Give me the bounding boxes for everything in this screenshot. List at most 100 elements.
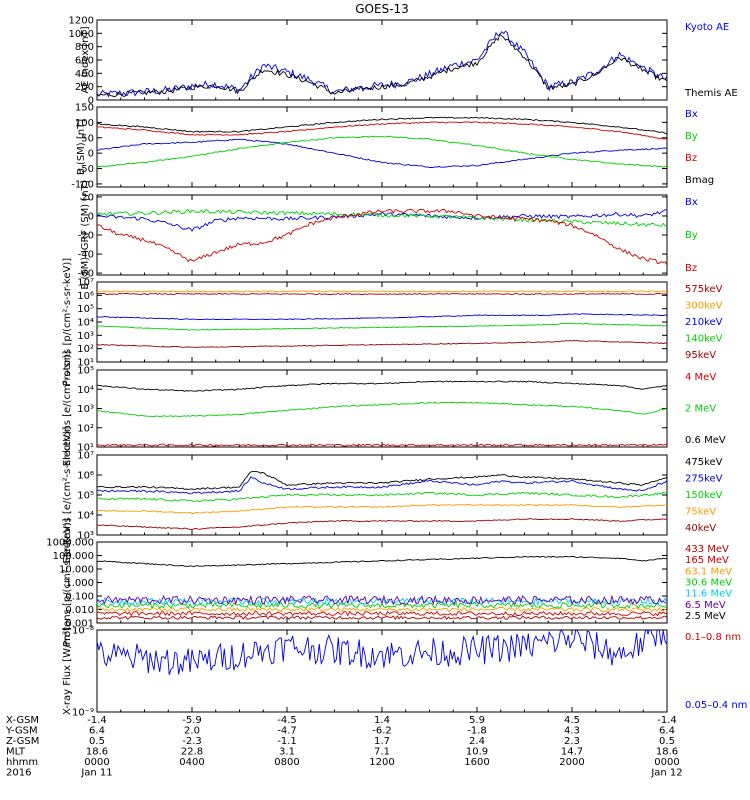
legend-entry: 95keV: [685, 350, 716, 361]
legend-entry: 275keV: [685, 474, 723, 485]
y-tick-label: 0: [88, 211, 94, 222]
legend-entry: 150keV: [685, 490, 723, 501]
footer-value: 14.7: [561, 747, 583, 758]
series-line: [97, 313, 667, 321]
legend-entry: 11.6 MeV: [685, 589, 732, 600]
series-line: [97, 293, 667, 295]
footer-value: 1200: [369, 757, 394, 768]
y-tick-label: 10.000: [59, 565, 94, 576]
y-axis-label: Electrons [e/(cm²-s-sr-keV)]: [62, 426, 73, 563]
legend-entry: 475keV: [685, 457, 723, 468]
legend-entry: 75keV: [685, 507, 716, 518]
legend-entry: 2.5 MeV: [685, 611, 726, 622]
series-line: [97, 290, 667, 293]
footer-value: -2.3: [182, 736, 202, 747]
footer-value: -4.5: [277, 715, 297, 726]
footer-value: 6.4: [659, 726, 675, 737]
footer-value: -4.7: [277, 726, 297, 737]
y-tick-label: 10²: [77, 423, 94, 434]
y-tick-label: 10⁴: [77, 385, 94, 396]
panel-frame: [96, 194, 668, 276]
y-tick-label: 10³: [77, 404, 94, 415]
footer-value: 1.7: [374, 736, 390, 747]
y-tick-label: 10⁶: [77, 291, 94, 302]
series-line: [97, 443, 667, 447]
footer-value: -5.9: [182, 715, 202, 726]
legend-entry: 0.1–0.8 nm: [685, 632, 741, 643]
legend-entry: 40keV: [685, 523, 716, 534]
footer-value: 4.5: [564, 715, 580, 726]
legend-entry: 210keV: [685, 317, 723, 328]
series-line: [97, 594, 667, 606]
footer-value: 3.1: [279, 747, 295, 758]
y-tick-label: 100: [75, 118, 94, 129]
legend-entry: Bz: [685, 153, 697, 164]
footer-value: -1.4: [87, 715, 107, 726]
y-tick-label: 10⁷: [77, 278, 94, 289]
y-tick-label: 0: [88, 96, 94, 107]
series-line: [97, 518, 667, 530]
legend-entry: 6.5 MeV: [685, 600, 726, 611]
legend-entry: By: [685, 131, 698, 142]
y-tick-label: 20: [81, 192, 94, 203]
chart-title: GOES-13: [355, 2, 409, 16]
y-tick-label: 1.000: [65, 578, 94, 589]
legend-entry: Kyoto AE: [685, 22, 729, 33]
series-line: [97, 401, 667, 418]
series-line: [97, 503, 667, 514]
legend-entry: Bz: [685, 263, 697, 274]
y-tick-label: 10⁵: [77, 366, 94, 377]
footer-value: 2.3: [564, 736, 580, 747]
footer-value: 18.6: [656, 747, 678, 758]
footer-value: 4.3: [564, 726, 580, 737]
y-tick-label: 10⁻⁸: [72, 626, 94, 637]
footer-value: 0.5: [659, 736, 675, 747]
y-tick-label: 1200: [69, 16, 94, 27]
footer-row-label: Y-GSM: [5, 726, 38, 737]
legend-entry: 0.05–0.4 nm: [685, 700, 747, 711]
y-axis-label: Protons [p/(cm²-s-sr-keV)]: [62, 258, 73, 386]
panel-frame: [96, 369, 668, 448]
y-tick-label: 10⁶: [77, 471, 94, 482]
y-axis-label: B (SM)-IGRF (SM) [nT]: [80, 180, 91, 289]
legend-entry: By: [685, 230, 698, 241]
series-line: [97, 491, 667, 503]
footer-value: 0000: [84, 757, 109, 768]
footer-value: 2.4: [469, 736, 485, 747]
y-tick-label: 10⁴: [77, 318, 94, 329]
y-tick-label: 10¹: [77, 358, 94, 369]
series-line: [97, 138, 667, 168]
legend-entry: Bx: [685, 109, 698, 120]
footer-row-label: 2016: [6, 768, 31, 779]
footer-value: -1.4: [657, 715, 677, 726]
y-tick-label: 10⁷: [77, 451, 94, 462]
footer-value: 2.0: [184, 726, 200, 737]
y-tick-label: 50: [81, 133, 94, 144]
y-tick-label: 0.001: [65, 619, 94, 630]
series-line: [97, 470, 667, 490]
footer-value: 0000: [654, 757, 679, 768]
series-line: [97, 135, 667, 168]
y-tick-label: -50: [78, 164, 94, 175]
y-tick-label: 600: [75, 56, 94, 67]
series-line: [97, 606, 667, 613]
footer-value: 0.5: [89, 736, 105, 747]
series-line: [97, 340, 667, 349]
footer-value: 1600: [464, 757, 489, 768]
y-axis-label: AE Index [nT]: [80, 26, 91, 93]
legend-entry: 63.1 MeV: [685, 566, 732, 577]
y-tick-label: 10³: [77, 331, 94, 342]
y-tick-label: 10²: [77, 344, 94, 355]
series-line: [97, 121, 667, 140]
footer-value: 18.6: [86, 747, 108, 758]
y-tick-label: 10¹: [77, 443, 94, 454]
footer-row-label: Z-GSM: [6, 736, 39, 747]
y-tick-label: 10³: [77, 531, 94, 542]
series-line: [97, 380, 667, 392]
footer-value: 22.8: [181, 747, 203, 758]
footer-value: -1.1: [277, 736, 297, 747]
footer-value: 6.4: [89, 726, 105, 737]
series-line: [97, 322, 667, 331]
legend-entry: 0.6 MeV: [685, 435, 726, 446]
